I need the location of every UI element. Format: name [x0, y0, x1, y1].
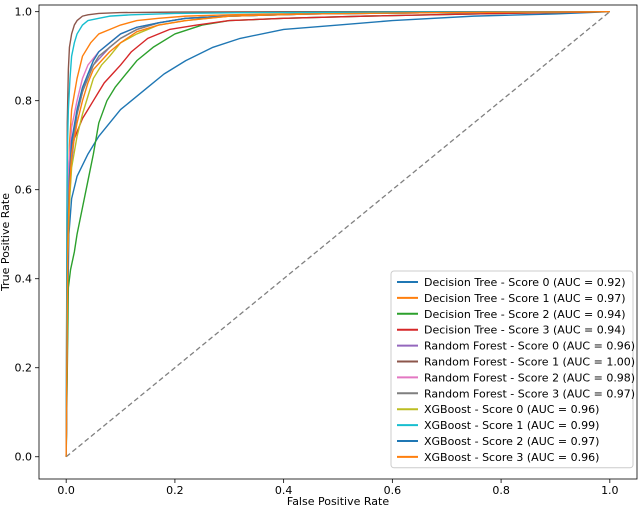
- y-tick-label: 0.8: [15, 95, 33, 108]
- legend-entry: Random Forest - Score 2 (AUC = 0.98): [424, 371, 635, 384]
- legend-entry: Decision Tree - Score 2 (AUC = 0.94): [424, 308, 626, 321]
- x-tick-label: 0.8: [492, 484, 510, 497]
- y-axis-ticks: 0.0 0.2 0.4 0.6 0.8 1.0: [15, 6, 39, 464]
- diagonal-reference-line: [65, 11, 611, 458]
- legend-entry: XGBoost - Score 2 (AUC = 0.97): [424, 435, 599, 448]
- series-line-0: [65, 10, 610, 457]
- y-tick-label: 0.0: [15, 451, 33, 464]
- y-tick-label: 0.6: [15, 184, 33, 197]
- legend-entry: XGBoost - Score 3 (AUC = 0.96): [424, 451, 599, 464]
- x-tick-label: 0.2: [166, 484, 184, 497]
- y-axis-label: True Positive Rate: [0, 193, 12, 292]
- legend-entry: Random Forest - Score 1 (AUC = 1.00): [424, 356, 635, 369]
- legend: Decision Tree - Score 0 (AUC = 0.92) Deci…: [390, 270, 635, 469]
- legend-entry: Decision Tree - Score 0 (AUC = 0.92): [424, 276, 626, 289]
- series-line-1: [65, 10, 610, 457]
- legend-box: [390, 270, 634, 469]
- legend-entry: Random Forest - Score 0 (AUC = 0.96): [424, 340, 635, 353]
- legend-entry: Decision Tree - Score 1 (AUC = 0.97): [424, 292, 626, 305]
- x-tick-label: 0.6: [384, 484, 402, 497]
- series-layer: [65, 10, 610, 457]
- series-line-11: [65, 10, 610, 457]
- diagonal-layer: [65, 11, 611, 458]
- legend-entry: XGBoost - Score 0 (AUC = 0.96): [424, 403, 599, 416]
- x-axis-ticks: 0.0 0.2 0.4 0.6 0.8 1.0: [57, 479, 619, 497]
- legend-entry: Decision Tree - Score 3 (AUC = 0.94): [424, 324, 626, 337]
- x-tick-label: 0.4: [275, 484, 293, 497]
- x-tick-label: 1.0: [601, 484, 619, 497]
- plot-frame: [38, 4, 638, 480]
- legend-entry: XGBoost - Score 1 (AUC = 0.99): [424, 419, 599, 432]
- x-axis-label: False Positive Rate: [287, 495, 389, 507]
- series-line-9: [65, 10, 610, 457]
- series-line-5: [65, 10, 610, 457]
- legend-entry: Random Forest - Score 3 (AUC = 0.97): [424, 387, 635, 400]
- y-tick-label: 0.4: [15, 273, 33, 286]
- y-tick-label: 1.0: [15, 6, 33, 19]
- x-tick-label: 0.0: [57, 484, 75, 497]
- y-tick-label: 0.2: [15, 362, 33, 375]
